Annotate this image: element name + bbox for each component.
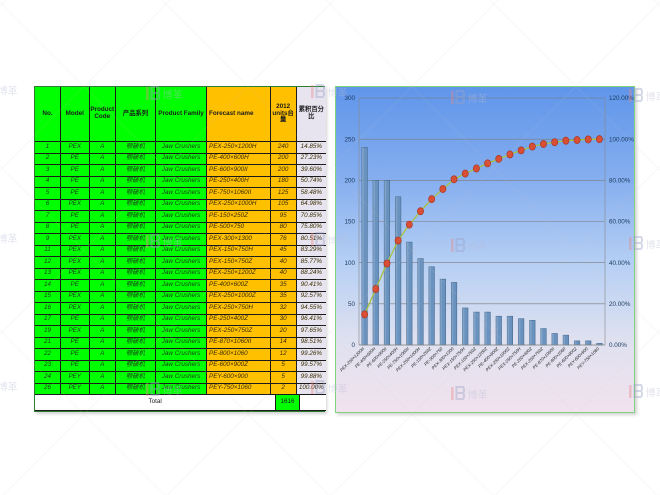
svg-text:博革: 博革: [0, 85, 18, 98]
svg-text:0.00%: 0.00%: [609, 342, 627, 349]
svg-text:250: 250: [344, 136, 355, 143]
svg-text:50: 50: [348, 301, 356, 308]
svg-text:博革: 博革: [646, 91, 660, 104]
svg-text:120.00%: 120.00%: [609, 95, 634, 102]
svg-text:300: 300: [344, 95, 355, 102]
svg-text:80.00%: 80.00%: [609, 178, 631, 185]
svg-text:博革: 博革: [646, 387, 660, 400]
svg-text:0: 0: [351, 342, 355, 349]
svg-text:100: 100: [344, 260, 355, 267]
svg-text:40.00%: 40.00%: [609, 260, 631, 267]
svg-text:博革: 博革: [646, 239, 660, 252]
svg-text:博革: 博革: [0, 233, 18, 246]
svg-text:100.00%: 100.00%: [609, 136, 634, 143]
svg-text:200: 200: [344, 178, 355, 185]
svg-text:150: 150: [344, 219, 355, 226]
svg-text:60.00%: 60.00%: [609, 219, 631, 226]
svg-text:博革: 博革: [0, 381, 18, 394]
svg-text:20.00%: 20.00%: [609, 301, 631, 308]
